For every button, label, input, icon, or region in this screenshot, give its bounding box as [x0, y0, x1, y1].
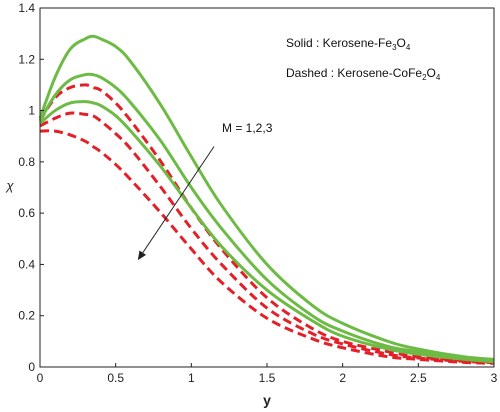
- legend-dashed-prefix: Dashed : Kerosene-CoFe: [286, 66, 422, 80]
- ticks-layer: 0 0.5 1 1.5 2 2.5 3 0 0.2 0.4 0.6 0.8 1 1.2 1.4: [18, 1, 497, 385]
- legend: Solid : Kerosene-Fe3O4 Dashed : Kerosene…: [286, 36, 441, 82]
- legend-solid-sub1: 3: [392, 43, 397, 52]
- legend-solid-mid: O: [397, 36, 406, 50]
- y-axis-label: χ: [5, 178, 14, 193]
- legend-dashed-sub2: 4: [436, 73, 441, 82]
- x-tick-label: 0: [37, 371, 44, 385]
- series-layer: [38, 34, 495, 365]
- x-tick-label: 1.5: [259, 371, 276, 385]
- legend-dashed-mid: O: [427, 66, 436, 80]
- y-tick-label: 1.2: [18, 52, 35, 66]
- x-tick-label: 2: [339, 371, 346, 385]
- y-tick-label: 0.8: [18, 155, 35, 169]
- x-tick-label: 0.5: [107, 371, 124, 385]
- series-line-solid-3: [39, 100, 495, 364]
- series-line-solid-1: [38, 34, 495, 361]
- x-tick-label: 2.5: [410, 371, 427, 385]
- annotation-arrow: [137, 146, 215, 261]
- y-tick-label: 0.6: [18, 206, 35, 220]
- series-line-solid-2: [38, 72, 495, 363]
- x-tick-label: 3: [491, 371, 498, 385]
- legend-dashed: Dashed : Kerosene-CoFe2O4: [286, 66, 441, 82]
- y-tick-label: 0.4: [18, 257, 35, 271]
- legend-solid: Solid : Kerosene-Fe3O4: [286, 36, 411, 52]
- y-tick-label: 0.2: [18, 309, 35, 323]
- annotation-label: M = 1,2,3: [222, 121, 273, 135]
- y-tick-label: 0: [28, 360, 35, 374]
- series-line-dashed-3: [39, 129, 495, 365]
- y-tick-label: 1.4: [18, 1, 35, 15]
- y-tick-label: 1: [28, 104, 35, 118]
- legend-solid-prefix: Solid : Kerosene-Fe: [286, 36, 392, 50]
- x-tick-label: 1: [188, 371, 195, 385]
- x-axis-label: y: [263, 392, 271, 408]
- plot-area: [40, 8, 494, 367]
- legend-dashed-sub1: 2: [422, 73, 427, 82]
- legend-solid-sub2: 4: [406, 43, 411, 52]
- series-line-dashed-2: [39, 111, 495, 365]
